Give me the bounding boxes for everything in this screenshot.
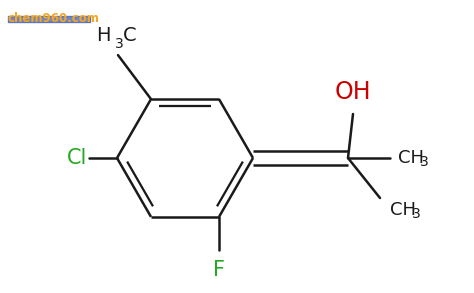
Text: chem960.com: chem960.com [8,12,100,25]
Text: OH: OH [335,80,371,104]
Text: 3: 3 [420,155,429,169]
Text: C: C [123,26,137,45]
Text: F: F [213,260,225,280]
Text: 3: 3 [115,37,124,51]
Text: Cl: Cl [67,148,87,168]
Text: CH: CH [398,149,424,167]
Text: CH: CH [390,201,416,219]
Text: H: H [97,26,111,45]
Text: 3: 3 [412,207,421,221]
